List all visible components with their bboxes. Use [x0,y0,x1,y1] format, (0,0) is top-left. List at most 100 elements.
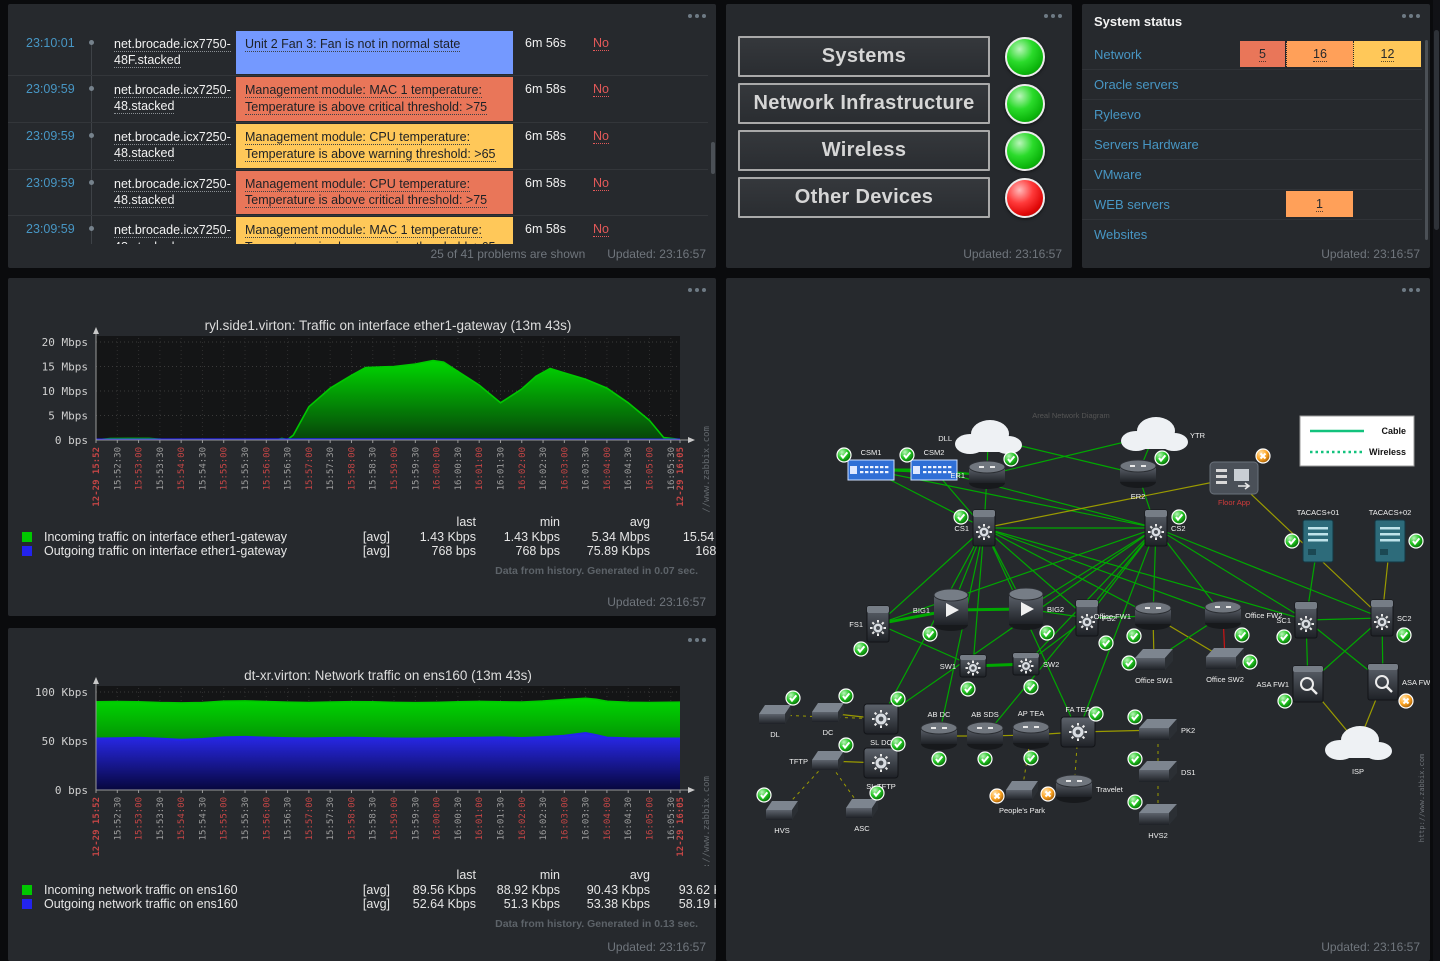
svg-text:15:55:00: 15:55:00 [220,797,230,840]
host-group-link[interactable]: WEB servers [1094,197,1170,212]
map-node-sc2[interactable]: SC2 [1370,599,1412,643]
legend-value: 51.3 Kbps [503,897,560,911]
map-node-dl[interactable]: DL [759,690,801,739]
problems-scrollbar[interactable] [711,142,715,174]
problem-host-link[interactable]: net.brocade.icx7250-48.stacked [114,176,231,208]
problem-ack-link[interactable]: No [593,222,609,238]
map-node-csm2[interactable]: CSM2 [899,447,958,481]
problem-name-link[interactable]: Unit 2 Fan 3: Fan is not in normal state [236,31,513,74]
host-group-link[interactable]: Servers Hardware [1094,137,1199,152]
problem-time-link[interactable]: 23:09:59 [26,128,75,143]
map-node-tacacs+02[interactable]: TACACS+02 [1369,508,1424,563]
map-node-tacacs+01[interactable]: TACACS+01 [1284,508,1339,563]
map-node-sl-tftp[interactable]: SL TFTP [863,736,906,791]
map-node-ytr[interactable]: YTR [1121,417,1206,451]
host-group-link[interactable]: Ryleevo [1094,107,1141,122]
problem-host-link[interactable]: net.brocade.icx7250-48.stacked [114,129,231,161]
map-node-tftp[interactable]: TFTP [789,737,854,770]
map-link [1155,527,1383,619]
map-node-sw1[interactable]: SW1 [940,654,987,697]
timeline-marker [70,122,112,169]
map-node-dll[interactable]: DLL [938,420,1022,454]
panel-menu-button[interactable] [688,288,706,292]
svg-text:15:53:00: 15:53:00 [135,797,145,840]
problem-count-badge[interactable]: 1 [1286,191,1353,217]
svg-text:16:02:00: 16:02:00 [518,797,528,840]
problem-count-badge[interactable]: 16 [1286,41,1353,67]
map-node-big1[interactable]: BIG1 [913,588,969,642]
map-node-fs2[interactable]: FS2 [1075,599,1116,651]
map-node-office-fw2[interactable]: Office FW2 [1204,600,1282,643]
map-node-fa-tea[interactable]: FA TEA [1060,705,1104,748]
map-node-sc1[interactable]: SC1 [1276,601,1318,645]
svg-text:15:53:30: 15:53:30 [156,447,166,490]
map-node-ap-tea[interactable]: AP TEA [1012,709,1050,766]
map-node-office-fw1[interactable]: Office FW1 [1094,601,1172,644]
panel-menu-button[interactable] [1402,14,1420,18]
map-node-hvs2[interactable]: HVS2 [1127,794,1177,840]
group-status-light [1005,36,1045,77]
map-node-floor-app[interactable]: Floor App [1209,448,1271,507]
map-node-office-sw2[interactable]: Office SW2 [1206,648,1258,684]
map-node-asa-fw2[interactable]: ASA FW2 [1367,663,1430,709]
problem-time-link[interactable]: 23:09:59 [26,175,75,190]
problem-time-link[interactable]: 23:09:59 [26,222,75,237]
map-node-cs2[interactable]: CS2 [1144,509,1187,547]
map-node-ds1[interactable]: DS1 [1127,751,1196,782]
group-button-systems[interactable]: Systems [738,36,990,77]
host-group-link[interactable]: Oracle servers [1094,77,1179,92]
map-node-csm1[interactable]: CSM1 [836,447,895,481]
group-button-other-devices[interactable]: Other Devices [738,177,990,218]
map-node-cs1[interactable]: CS1 [953,509,996,547]
problem-name-link[interactable]: Management module: CPU temperature: Temp… [236,123,513,168]
map-node-sl-dc[interactable]: SL DC [863,691,906,747]
map-node-hvs[interactable]: HVS [756,787,798,835]
svg-text:16:00:30: 16:00:30 [454,447,464,490]
map-node-sw2[interactable]: SW2 [1012,652,1059,695]
system-status-scrollbar[interactable] [1425,40,1428,240]
problem-time-link[interactable]: 23:10:01 [26,36,75,50]
problem-count-badge[interactable]: 12 [1353,41,1421,67]
problem-time-link[interactable]: 23:09:59 [26,82,75,96]
panel-menu-button[interactable] [688,14,706,18]
problem-name-link[interactable]: Management module: MAC 1 temperature: Te… [236,217,513,244]
group-button-wireless[interactable]: Wireless [738,130,990,171]
map-node-label: SW1 [940,662,956,671]
problem-host-link[interactable]: net.brocade.icx7250-48.stacked [112,216,236,244]
map-node-big2[interactable]: BIG2 [1008,587,1064,641]
map-node-office-sw1[interactable]: Office SW1 [1121,649,1173,685]
problem-host-link[interactable]: net.brocade.icx7250-48.stacked [114,83,231,115]
map-node-travelet[interactable]: Travelet [1040,774,1124,803]
network-map: Areal Network Diagram DLL YTR ISP CSM1 CSM2 ER… [756,411,1430,842]
group-button-network-infrastructure[interactable]: Network Infrastructure [738,83,990,124]
map-node-ab-dc[interactable]: AB DC [920,710,958,767]
map-node-asa-fw1[interactable]: ASA FW1 [1256,665,1324,709]
problem-name-link[interactable]: Management module: CPU temperature: Temp… [236,170,513,215]
panel-menu-button[interactable] [1044,14,1062,18]
problem-ack-link[interactable]: No [593,175,609,191]
map-node-er2[interactable]: ER2 [1119,450,1170,501]
map-node-er1[interactable]: ER1 [950,451,1019,489]
problem-count-badge[interactable]: 5 [1240,41,1285,67]
map-node-isp[interactable]: ISP [1325,726,1392,776]
host-group-link[interactable]: Websites [1094,227,1148,242]
map-node-dc[interactable]: DC [812,688,854,737]
page-scrollbar[interactable] [1433,0,1440,961]
problem-ack-link[interactable]: No [593,36,609,51]
problem-host-link[interactable]: net.brocade.icx7750-48F.stacked [114,37,231,69]
problem-ack-link[interactable]: No [593,82,609,97]
panel-menu-button[interactable] [1402,288,1420,292]
map-node-people-s-park[interactable]: People's Park [989,781,1045,815]
host-group-link[interactable]: Network [1094,47,1142,62]
problem-name-link[interactable]: Management module: MAC 1 temperature: Te… [236,77,513,121]
map-node-pk2[interactable]: PK2 [1127,709,1195,740]
map-node-label: FA TEA [1065,705,1090,714]
map-node-fs1[interactable]: FS1 [849,605,890,657]
map-node-asc[interactable]: ASC [846,785,885,833]
legend-col-header: avg [629,868,650,882]
page-scrollbar-thumb[interactable] [1434,30,1439,230]
host-group-link[interactable]: VMware [1094,167,1142,182]
map-node-ab-sds[interactable]: AB SDS [966,710,1004,767]
problem-ack-link[interactable]: No [593,128,609,144]
panel-menu-button[interactable] [688,638,706,642]
